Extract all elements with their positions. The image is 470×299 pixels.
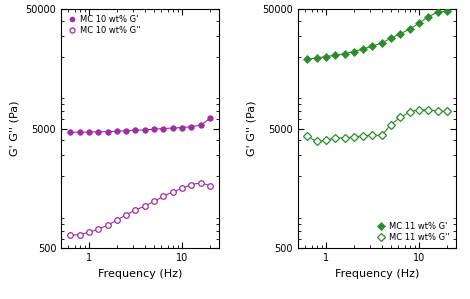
MC 11 wt% G'' (360, 134, 366, 138)
MC 10 wt% G'' (105, 223, 111, 227)
MC 11 wt% G' (314, 56, 320, 60)
MC 10 wt% G'' (170, 190, 176, 193)
MC 11 wt% G' (379, 41, 385, 45)
MC 11 wt% G'' (332, 136, 338, 140)
MC 11 wt% G' (342, 52, 348, 55)
MC 10 wt% G'' (77, 233, 83, 236)
Line: MC 10 wt% G'': MC 10 wt% G'' (68, 180, 213, 238)
MC 11 wt% G'' (379, 133, 385, 137)
MC 10 wt% G'' (151, 200, 157, 203)
MC 10 wt% G'' (188, 183, 194, 186)
Y-axis label: G' G'' (Pa): G' G'' (Pa) (247, 101, 257, 156)
MC 11 wt% G' (407, 27, 413, 31)
MC 11 wt% G' (425, 15, 431, 19)
MC 10 wt% G' (151, 127, 157, 131)
MC 10 wt% G'' (68, 234, 73, 237)
MC 10 wt% G'' (86, 231, 92, 234)
MC 10 wt% G' (142, 128, 148, 132)
Legend: MC 10 wt% G', MC 10 wt% G'': MC 10 wt% G', MC 10 wt% G'' (65, 13, 142, 36)
Line: MC 11 wt% G': MC 11 wt% G' (305, 8, 450, 62)
Line: MC 11 wt% G'': MC 11 wt% G'' (305, 107, 450, 144)
MC 11 wt% G'' (416, 108, 422, 112)
MC 10 wt% G' (161, 127, 166, 130)
MC 11 wt% G' (388, 36, 394, 40)
MC 10 wt% G' (95, 130, 101, 134)
MC 11 wt% G'' (444, 110, 450, 113)
MC 11 wt% G' (435, 10, 441, 14)
MC 11 wt% G'' (351, 135, 357, 139)
MC 10 wt% G' (114, 129, 120, 133)
MC 11 wt% G' (305, 57, 310, 61)
MC 10 wt% G' (207, 116, 213, 120)
MC 11 wt% G'' (342, 136, 348, 139)
MC 11 wt% G'' (435, 109, 441, 113)
MC 11 wt% G'' (305, 135, 310, 138)
X-axis label: Frequency (Hz): Frequency (Hz) (98, 269, 182, 279)
MC 10 wt% G' (123, 129, 129, 132)
MC 11 wt% G' (398, 32, 403, 36)
MC 10 wt% G' (188, 125, 194, 129)
MC 11 wt% G' (360, 47, 366, 51)
MC 11 wt% G'' (388, 123, 394, 126)
MC 10 wt% G'' (133, 208, 138, 212)
MC 10 wt% G' (179, 126, 185, 129)
MC 10 wt% G' (170, 126, 176, 130)
MC 10 wt% G'' (179, 187, 185, 190)
MC 10 wt% G' (133, 129, 138, 132)
MC 10 wt% G'' (114, 218, 120, 222)
MC 11 wt% G' (416, 22, 422, 25)
MC 11 wt% G'' (323, 138, 329, 142)
MC 10 wt% G'' (207, 184, 213, 188)
MC 11 wt% G' (332, 54, 338, 57)
MC 10 wt% G' (77, 130, 83, 134)
MC 11 wt% G'' (398, 116, 403, 119)
MC 11 wt% G' (369, 44, 375, 48)
MC 10 wt% G'' (142, 204, 148, 208)
MC 10 wt% G' (198, 123, 204, 127)
MC 10 wt% G'' (198, 181, 204, 184)
MC 11 wt% G' (351, 50, 357, 54)
X-axis label: Frequency (Hz): Frequency (Hz) (335, 269, 419, 279)
MC 11 wt% G' (444, 9, 450, 13)
MC 11 wt% G'' (369, 133, 375, 137)
MC 10 wt% G' (86, 130, 92, 134)
Y-axis label: G' G'' (Pa): G' G'' (Pa) (10, 101, 20, 156)
MC 10 wt% G' (68, 131, 73, 134)
MC 11 wt% G' (323, 55, 329, 58)
Legend: MC 11 wt% G', MC 11 wt% G'': MC 11 wt% G', MC 11 wt% G'' (375, 221, 452, 244)
Line: MC 10 wt% G': MC 10 wt% G' (68, 115, 213, 135)
MC 11 wt% G'' (425, 108, 431, 112)
MC 10 wt% G'' (123, 213, 129, 216)
MC 11 wt% G'' (407, 110, 413, 114)
MC 10 wt% G'' (161, 194, 166, 198)
MC 10 wt% G' (105, 130, 111, 133)
MC 11 wt% G'' (314, 140, 320, 143)
MC 10 wt% G'' (95, 228, 101, 231)
